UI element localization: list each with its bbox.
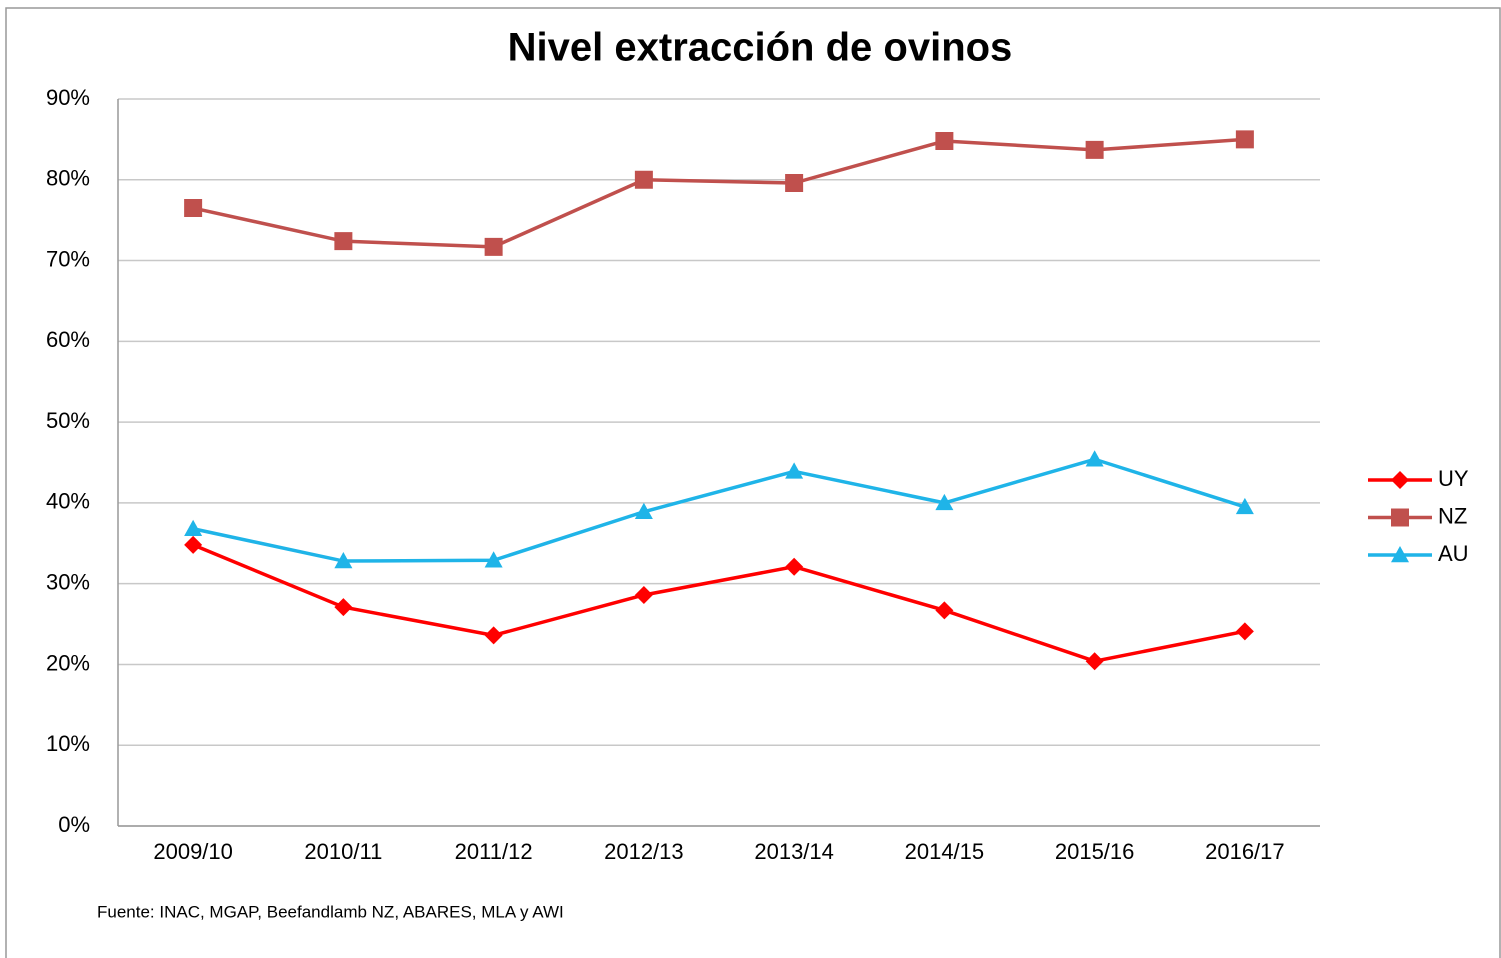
series-line <box>192 457 1246 563</box>
y-tick-label: 60% <box>46 327 90 352</box>
y-tick-label: 40% <box>46 489 90 514</box>
x-tick-label: 2009/10 <box>153 839 233 864</box>
data-point <box>935 132 954 151</box>
source-note: Fuente: INAC, MGAP, Beefandlamb NZ, ABAR… <box>97 902 564 921</box>
series-line <box>192 543 1246 664</box>
data-point <box>1235 622 1254 641</box>
data-point <box>634 585 653 604</box>
y-tick-label: 70% <box>46 246 90 271</box>
data-point <box>484 237 503 256</box>
data-point <box>184 199 203 218</box>
series-line <box>192 137 1246 249</box>
data-point <box>935 493 954 511</box>
x-tick-label: 2012/13 <box>604 839 684 864</box>
legend-label: UY <box>1438 466 1469 491</box>
data-point <box>334 232 353 251</box>
data-point <box>334 552 353 569</box>
legend-marker <box>1391 508 1409 527</box>
x-tick-label: 2016/17 <box>1205 839 1285 864</box>
y-tick-label: 20% <box>46 650 90 675</box>
data-point <box>1085 652 1104 671</box>
x-tick-label: 2013/14 <box>754 839 834 864</box>
y-tick-label: 50% <box>46 408 90 433</box>
x-tick-label: 2015/16 <box>1055 839 1135 864</box>
y-tick-label: 90% <box>46 85 90 110</box>
frame <box>5 7 1501 958</box>
data-point <box>785 557 804 576</box>
data-point <box>184 535 203 554</box>
data-point <box>785 174 804 193</box>
y-tick-label: 0% <box>58 812 90 837</box>
data-point <box>634 170 653 189</box>
y-tick-label: 80% <box>46 166 90 191</box>
chart-title: Nivel extracción de ovinos <box>508 26 1013 70</box>
x-tick-label: 2011/12 <box>455 839 533 864</box>
data-point <box>1085 140 1104 159</box>
data-point <box>484 626 503 645</box>
legend-label: NZ <box>1438 503 1467 528</box>
data-point <box>634 502 653 519</box>
data-point <box>1235 130 1254 149</box>
x-tick-label: 2010/11 <box>304 839 382 864</box>
data-point <box>1085 450 1104 467</box>
data-point <box>1235 497 1254 515</box>
data-point <box>484 551 503 568</box>
data-point <box>184 519 203 536</box>
legend-label: AU <box>1438 541 1469 566</box>
legend-marker <box>1391 471 1409 489</box>
data-point <box>785 462 804 479</box>
y-tick-label: 30% <box>46 569 90 594</box>
legend-marker <box>1391 546 1409 563</box>
x-tick-label: 2014/15 <box>905 839 985 864</box>
y-tick-label: 10% <box>46 731 90 756</box>
data-point <box>935 601 954 620</box>
data-point <box>334 598 353 617</box>
